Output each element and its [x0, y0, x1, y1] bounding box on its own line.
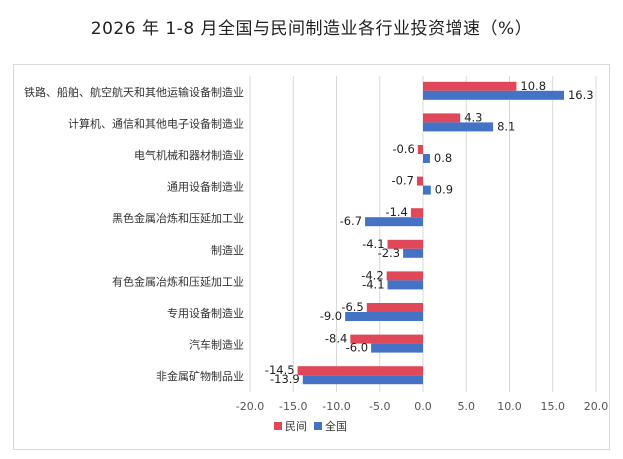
x-tick-label: 0.0 [414, 400, 432, 413]
bar-private [350, 334, 423, 344]
data-label: 10.8 [520, 79, 546, 93]
bar-national [302, 375, 423, 385]
data-label: -9.0 [320, 309, 342, 323]
category-label: 计算机、通信和其他电子设备制造业 [68, 116, 244, 130]
bar-national [387, 280, 423, 290]
data-label: -4.2 [361, 268, 383, 282]
bar-private [416, 176, 423, 186]
bar-private [423, 81, 517, 91]
bar-private [410, 208, 423, 218]
category-label: 黑色金属冶炼和压延加工业 [112, 211, 244, 225]
x-tick-label: 5.0 [458, 400, 476, 413]
data-label: -0.6 [392, 142, 414, 156]
data-label: -4.1 [362, 237, 384, 251]
data-label: -0.7 [391, 174, 413, 188]
category-label: 汽车制造业 [189, 338, 244, 352]
bar-national [403, 248, 423, 258]
data-label: -4.1 [362, 277, 384, 291]
category-label: 专用设备制造业 [167, 306, 244, 320]
data-label: -13.9 [270, 372, 300, 386]
legend-swatch [274, 422, 282, 430]
category-label: 铁路、船舶、航空航天和其他运输设备制造业 [24, 85, 244, 99]
bar-national [423, 90, 564, 100]
legend-label: 全国 [325, 419, 347, 433]
legend-swatch [314, 422, 322, 430]
x-tick-label: 20.0 [584, 400, 609, 413]
data-label: 4.3 [464, 110, 482, 124]
data-label: 0.9 [435, 183, 453, 197]
data-label: -8.4 [325, 332, 347, 346]
bar-national [345, 312, 423, 321]
chart-title: 2026 年 1-8 月全国与民间制造业各行业投资增速（%） [90, 19, 533, 39]
x-tick-label: -5.0 [369, 400, 390, 413]
x-tick-label: -20.0 [236, 400, 264, 413]
x-tick-label: -10.0 [322, 400, 350, 413]
data-label: -6.7 [340, 214, 362, 228]
data-label: 16.3 [568, 88, 594, 102]
x-tick-label: -15.0 [279, 400, 307, 413]
bar-national [371, 343, 423, 353]
bar-private [366, 303, 423, 312]
data-label: -14.5 [265, 363, 295, 377]
bar-private [417, 145, 423, 154]
data-label: -2.3 [378, 246, 400, 260]
x-tick-label: 15.0 [541, 400, 566, 413]
data-label: 8.1 [497, 119, 515, 133]
data-label: 0.8 [434, 151, 452, 165]
category-label: 非金属矿物制品业 [156, 369, 244, 383]
bar-private [297, 366, 423, 376]
legend-label: 民间 [285, 420, 307, 433]
category-label: 通用设备制造业 [167, 180, 244, 194]
data-label: -6.5 [341, 300, 363, 314]
bar-national [423, 154, 430, 163]
category-label: 电气机械和器材制造业 [134, 148, 244, 162]
bar-national [423, 122, 494, 132]
data-label: -1.4 [385, 205, 407, 219]
category-label: 有色金属冶炼和压延加工业 [112, 274, 244, 288]
bar-national [365, 217, 423, 227]
bar-private [386, 271, 423, 281]
category-label: 制造业 [211, 243, 244, 257]
chart-frame [13, 64, 610, 450]
x-tick-label: 10.0 [497, 400, 522, 413]
bar-private [387, 239, 423, 249]
bar-private [423, 113, 461, 123]
data-label: -6.0 [346, 341, 368, 355]
bar-national [423, 185, 431, 195]
